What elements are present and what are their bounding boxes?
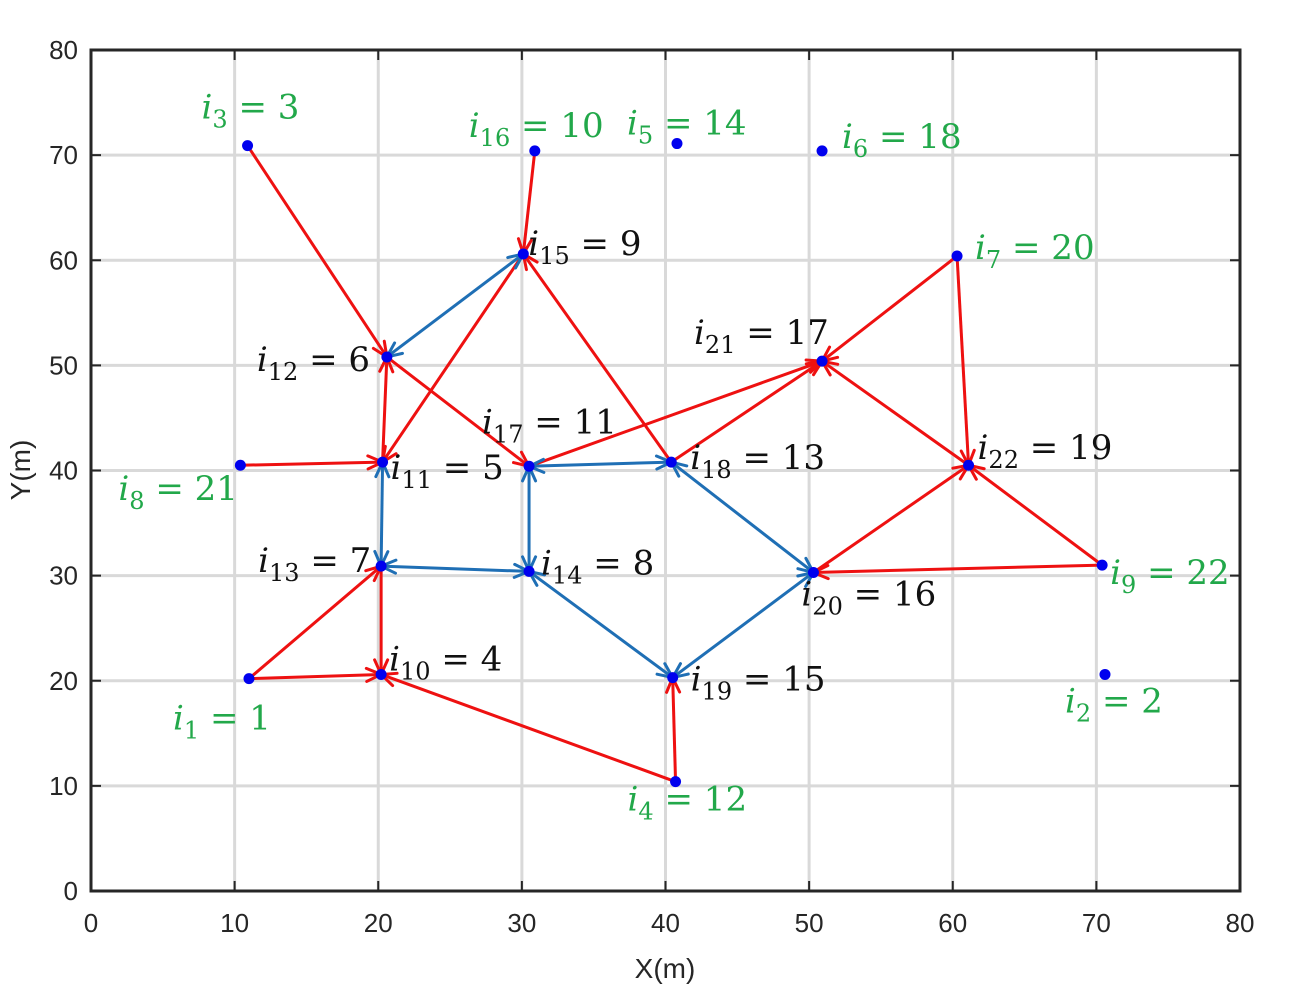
node-label: i22 = 19: [978, 428, 1113, 474]
node-point: [234, 459, 246, 471]
x-tick-label: 80: [1226, 908, 1255, 938]
node-label: i11 = 5: [391, 448, 504, 494]
ticks: [90, 49, 1241, 892]
node-point: [529, 145, 541, 157]
grid: [91, 50, 1240, 891]
y-tick-label: 40: [49, 456, 78, 486]
node-point: [667, 672, 679, 684]
node-point: [951, 250, 963, 262]
red-edge-line: [670, 359, 823, 464]
red-edge-line: [522, 253, 673, 463]
tick-labels: 0 10 20 30 40 50 60 70 80 0 10 20 30 40 50 60 70 80: [49, 35, 1254, 938]
node-point: [377, 456, 389, 468]
node-point: [816, 145, 828, 157]
node-label: i18 = 13: [690, 438, 825, 484]
node-label: i16 = 10: [469, 106, 604, 152]
node-label: i1 = 1: [173, 699, 271, 745]
blue-edge-line: [379, 462, 385, 567]
node-point: [671, 138, 683, 150]
red-edge-line: [813, 563, 1103, 574]
node-labels: i1 = 1 i2 = 2 i3 = 3 i4 = 12 i5 = 14 i6 = 18 i…: [118, 88, 1229, 826]
node-label: i3 = 3: [202, 88, 300, 134]
node-point: [381, 351, 393, 363]
red-edge-line: [821, 254, 958, 363]
y-tick-label: 50: [49, 350, 78, 380]
x-tick-label: 70: [1082, 908, 1111, 938]
x-axis-label: X(m): [635, 953, 696, 984]
x-tick-label: 40: [651, 908, 680, 938]
x-tick-label: 30: [507, 908, 536, 938]
nodes: [234, 138, 1111, 788]
x-tick-label: 20: [364, 908, 393, 938]
blue-edge-line: [670, 460, 815, 574]
node-label: i4 = 12: [628, 780, 748, 826]
node-label: i17 = 11: [482, 402, 617, 448]
node-label: i12 = 6: [257, 340, 370, 386]
y-tick-label: 70: [49, 140, 78, 170]
node-label: i9 = 22: [1110, 553, 1230, 599]
y-tick-label: 30: [49, 561, 78, 591]
x-tick-label: 10: [220, 908, 249, 938]
node-point: [517, 248, 529, 260]
red-edge-line: [812, 464, 970, 574]
red-edge-line: [521, 150, 537, 255]
red-edge-line: [381, 253, 525, 463]
y-tick-label: 0: [64, 876, 78, 906]
blue-edge-line: [381, 564, 530, 573]
blue-edge-line: [671, 571, 815, 679]
node-label: i7 = 20: [975, 228, 1095, 274]
node-point: [670, 776, 682, 788]
node-point: [816, 355, 828, 367]
node-label: i15 = 9: [528, 224, 641, 270]
node-label: i21 = 17: [694, 313, 829, 359]
blue-edge-line: [529, 460, 672, 468]
y-axis-label: Y(m): [5, 440, 36, 501]
blue-edge-line: [528, 570, 674, 679]
blue-edge-line: [385, 252, 525, 359]
y-tick-label: 10: [49, 771, 78, 801]
node-label: i6 = 18: [842, 117, 962, 163]
node-label: i5 = 14: [627, 104, 747, 150]
node-point: [1096, 559, 1108, 571]
node-point: [807, 566, 819, 578]
y-tick-label: 80: [49, 35, 78, 65]
node-point: [243, 673, 255, 685]
node-point: [665, 456, 677, 468]
red-edge-line: [381, 356, 389, 463]
node-label: i20 = 16: [801, 574, 936, 620]
node-label: i13 = 7: [258, 541, 371, 587]
red-edge-line: [967, 464, 1104, 567]
red-edge-line: [385, 355, 530, 468]
node-label: i10 = 4: [389, 639, 502, 685]
red-edge-line: [248, 672, 382, 681]
red-edge-line: [380, 673, 677, 784]
red-edge-line: [955, 255, 971, 466]
y-tick-label: 60: [49, 245, 78, 275]
red-edge-line: [248, 565, 383, 680]
node-point: [242, 140, 254, 152]
x-tick-label: 50: [795, 908, 824, 938]
node-label: i14 = 8: [541, 543, 654, 589]
red-edge-line: [671, 677, 678, 782]
node-label: i2 = 2: [1065, 681, 1163, 727]
node-point: [1099, 668, 1111, 680]
node-point: [375, 668, 387, 680]
y-tick-label: 20: [49, 666, 78, 696]
red-edge-line: [246, 144, 389, 358]
red-edge-line: [528, 359, 823, 468]
node-label: i19 = 15: [691, 660, 826, 706]
node-label: i8 = 21: [118, 469, 238, 515]
x-tick-label: 0: [84, 908, 98, 938]
node-point: [375, 560, 387, 572]
node-point: [963, 459, 975, 471]
red-edge-line: [821, 359, 970, 467]
node-point: [523, 460, 535, 472]
x-tick-label: 60: [938, 908, 967, 938]
node-point: [523, 565, 535, 577]
red-edge-line: [240, 460, 383, 467]
